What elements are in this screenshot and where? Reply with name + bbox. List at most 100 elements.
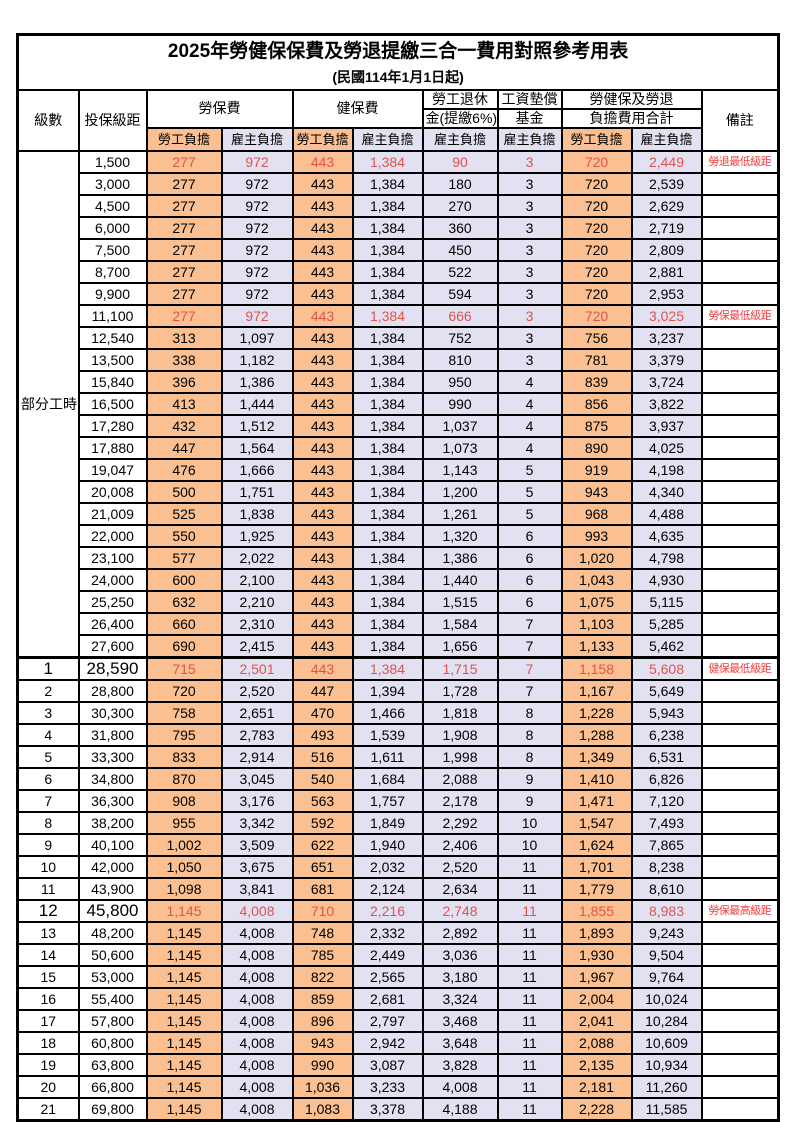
level-cell: 4 bbox=[16, 722, 80, 747]
labor-insurance-employer-cell: 972 bbox=[220, 193, 294, 218]
wage-fund-employer-cell: 4 bbox=[496, 413, 563, 438]
total-employee-cell: 1,167 bbox=[560, 678, 633, 703]
salary-bracket-cell: 45,800 bbox=[77, 898, 148, 923]
wage-fund-employer-cell: 3 bbox=[496, 215, 563, 240]
pension-employer-cell: 1,143 bbox=[421, 457, 499, 482]
total-employer-cell: 10,284 bbox=[630, 1008, 703, 1033]
salary-bracket-cell: 27,600 bbox=[77, 633, 148, 658]
labor-insurance-employee-cell: 1,145 bbox=[145, 986, 223, 1011]
salary-bracket-cell: 31,800 bbox=[77, 722, 148, 747]
wage-fund-employer-cell: 5 bbox=[496, 457, 563, 482]
total-employee-cell: 1,624 bbox=[560, 832, 633, 857]
remark-cell bbox=[700, 391, 780, 416]
health-insurance-employer-cell: 2,942 bbox=[351, 1030, 424, 1055]
wage-fund-employer-cell: 5 bbox=[496, 501, 563, 526]
wage-fund-employer-cell: 3 bbox=[496, 237, 563, 262]
page-title: 2025年勞健保保費及勞退提繳三合一費用對照參考用表 bbox=[167, 40, 629, 62]
labor-insurance-employer-cell: 972 bbox=[220, 171, 294, 196]
remark-cell bbox=[700, 369, 780, 394]
total-employee-cell: 720 bbox=[560, 149, 633, 174]
total-employee-cell: 2,181 bbox=[560, 1074, 633, 1099]
health-insurance-employee-cell: 447 bbox=[291, 678, 354, 703]
table-row: 16 55,400 1,145 4,008 859 2,681 3,324 11 2,004 10… bbox=[16, 986, 780, 1011]
health-insurance-employee-cell: 943 bbox=[291, 1030, 354, 1055]
labor-insurance-employer-cell: 4,008 bbox=[220, 1096, 294, 1121]
total-employee-cell: 781 bbox=[560, 347, 633, 372]
salary-bracket-cell: 33,300 bbox=[77, 744, 148, 769]
health-insurance-employer-cell: 1,384 bbox=[351, 655, 424, 681]
total-employer-cell: 10,934 bbox=[630, 1052, 703, 1077]
remark-cell bbox=[700, 479, 780, 504]
health-insurance-employee-cell: 443 bbox=[291, 501, 354, 526]
labor-insurance-employee-cell: 1,145 bbox=[145, 898, 223, 923]
total-employer-cell: 5,285 bbox=[630, 611, 703, 636]
health-insurance-employer-cell: 1,384 bbox=[351, 325, 424, 350]
part-time-label: 部分工時 bbox=[16, 149, 80, 658]
remark-cell bbox=[700, 876, 780, 901]
wage-fund-employer-cell: 3 bbox=[496, 193, 563, 218]
health-insurance-employer-cell: 1,684 bbox=[351, 766, 424, 791]
salary-bracket-cell: 3,000 bbox=[77, 171, 148, 196]
labor-insurance-employee-cell: 277 bbox=[145, 303, 223, 328]
table-row: 4 31,800 795 2,783 493 1,539 1,908 8 1,288 6,238 bbox=[16, 722, 780, 747]
salary-bracket-cell: 11,100 bbox=[77, 303, 148, 328]
labor-insurance-employee-cell: 600 bbox=[145, 567, 223, 592]
health-insurance-employer-cell: 3,087 bbox=[351, 1052, 424, 1077]
header-row-3: 勞工負擔 雇主負擔 勞工負擔 雇主負擔 雇主負擔 雇主負擔 勞工負擔 雇主負擔 bbox=[18, 126, 779, 152]
labor-insurance-employee-cell: 833 bbox=[145, 744, 223, 769]
health-insurance-employer-cell: 1,384 bbox=[351, 479, 424, 504]
health-insurance-employee-cell: 859 bbox=[291, 986, 354, 1011]
total-employer-cell: 8,610 bbox=[630, 876, 703, 901]
labor-insurance-employer-cell: 3,509 bbox=[220, 832, 294, 857]
labor-insurance-employee-cell: 476 bbox=[145, 457, 223, 482]
total-employee-cell: 1,349 bbox=[560, 744, 633, 769]
labor-insurance-employer-cell: 3,342 bbox=[220, 810, 294, 835]
pension-employer-cell: 3,036 bbox=[421, 942, 499, 967]
pension-employer-cell: 4,188 bbox=[421, 1096, 499, 1121]
table-row: 13 48,200 1,145 4,008 748 2,332 2,892 11 1,893 9,… bbox=[16, 920, 780, 945]
wage-fund-employer-cell: 11 bbox=[496, 1008, 563, 1033]
health-insurance-employer-cell: 1,384 bbox=[351, 633, 424, 658]
salary-bracket-cell: 38,200 bbox=[77, 810, 148, 835]
table-body: 部分工時 1,500 277 972 443 1,384 90 3 720 2,449 勞退最低級距… bbox=[16, 149, 780, 1121]
remark-cell bbox=[700, 237, 780, 262]
salary-bracket-cell: 40,100 bbox=[77, 832, 148, 857]
total-employer-cell: 2,539 bbox=[630, 171, 703, 196]
health-insurance-employee-cell: 443 bbox=[291, 611, 354, 636]
wage-fund-employer-cell: 6 bbox=[496, 545, 563, 570]
total-employer-cell: 4,798 bbox=[630, 545, 703, 570]
pension-employer-cell: 1,440 bbox=[421, 567, 499, 592]
col-header-remarks: 備註 bbox=[700, 88, 780, 152]
wage-fund-employer-cell: 11 bbox=[496, 942, 563, 967]
labor-insurance-employee-cell: 525 bbox=[145, 501, 223, 526]
remark-cell: 勞保最低級距 bbox=[700, 303, 780, 328]
labor-insurance-employer-cell: 972 bbox=[220, 303, 294, 328]
salary-bracket-cell: 57,800 bbox=[77, 1008, 148, 1033]
health-insurance-employer-cell: 1,384 bbox=[351, 347, 424, 372]
wage-fund-employer-cell: 8 bbox=[496, 744, 563, 769]
labor-insurance-employee-cell: 1,145 bbox=[145, 942, 223, 967]
health-insurance-employer-cell: 3,378 bbox=[351, 1096, 424, 1121]
health-insurance-employer-cell: 1,394 bbox=[351, 678, 424, 703]
labor-insurance-employer-cell: 1,751 bbox=[220, 479, 294, 504]
level-cell: 19 bbox=[16, 1052, 80, 1077]
level-cell: 11 bbox=[16, 876, 80, 901]
salary-bracket-cell: 66,800 bbox=[77, 1074, 148, 1099]
pension-employer-cell: 2,088 bbox=[421, 766, 499, 791]
labor-insurance-employer-cell: 1,097 bbox=[220, 325, 294, 350]
table-row: 12,540 313 1,097 443 1,384 752 3 756 3,237 bbox=[18, 325, 780, 350]
col-header-pension-line2: 金(提繳6%) bbox=[421, 107, 499, 129]
labor-insurance-employee-cell: 396 bbox=[145, 369, 223, 394]
wage-fund-employer-cell: 7 bbox=[496, 633, 563, 658]
col-header-total-line1: 勞健保及勞退 bbox=[560, 88, 703, 110]
table-row: 2 28,800 720 2,520 447 1,394 1,728 7 1,167 5,649 bbox=[16, 678, 780, 703]
health-insurance-employee-cell: 592 bbox=[291, 810, 354, 835]
labor-insurance-employee-cell: 870 bbox=[145, 766, 223, 791]
salary-bracket-cell: 25,250 bbox=[77, 589, 148, 614]
labor-insurance-employer-cell: 1,666 bbox=[220, 457, 294, 482]
health-insurance-employer-cell: 1,384 bbox=[351, 391, 424, 416]
total-employer-cell: 4,488 bbox=[630, 501, 703, 526]
salary-bracket-cell: 20,008 bbox=[77, 479, 148, 504]
labor-insurance-employer-cell: 972 bbox=[220, 281, 294, 306]
